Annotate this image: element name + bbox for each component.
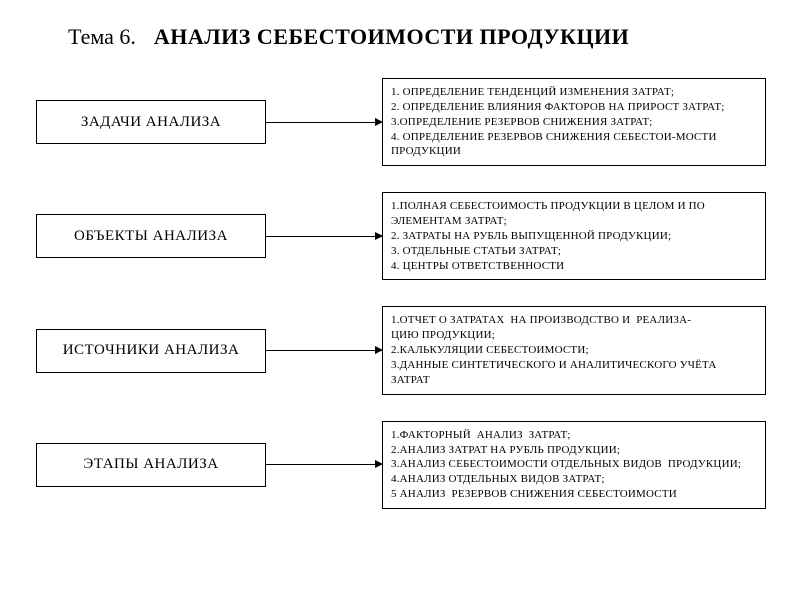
diagram-rows: ЗАДАЧИ АНАЛИЗА 1. ОПРЕДЕЛЕНИЕ ТЕНДЕНЦИЙ … (36, 78, 768, 509)
row-objects: ОБЪЕКТЫ АНАЛИЗА 1.ПОЛНАЯ СЕБЕСТОИМОСТЬ П… (36, 192, 768, 280)
title-prefix: Тема 6. (68, 24, 136, 50)
list-item: 3.АНАЛИЗ СЕБЕСТОИМОСТИ ОТДЕЛЬНЫХ ВИДОВ П… (391, 457, 757, 472)
list-item: 2.КАЛЬКУЛЯЦИИ СЕБЕСТОИМОСТИ; (391, 343, 757, 358)
list-item: 1.ПОЛНАЯ СЕБЕСТОИМОСТЬ ПРОДУКЦИИ В ЦЕЛОМ… (391, 199, 757, 229)
list-item: 2. ОПРЕДЕЛЕНИЕ ВЛИЯНИЯ ФАКТОРОВ НА ПРИРО… (391, 100, 757, 115)
arrow-icon (266, 464, 382, 465)
row-tasks: ЗАДАЧИ АНАЛИЗА 1. ОПРЕДЕЛЕНИЕ ТЕНДЕНЦИЙ … (36, 78, 768, 166)
list-item: 2. ЗАТРАТЫ НА РУБЛЬ ВЫПУЩЕННОЙ ПРОДУКЦИИ… (391, 229, 757, 244)
list-item: 3.ОПРЕДЕЛЕНИЕ РЕЗЕРВОВ СНИЖЕНИЯ ЗАТРАТ; (391, 115, 757, 130)
list-item: 4. ЦЕНТРЫ ОТВЕТСТВЕННОСТИ (391, 259, 757, 274)
left-box-tasks: ЗАДАЧИ АНАЛИЗА (36, 100, 266, 144)
list-item: 1. ОПРЕДЕЛЕНИЕ ТЕНДЕНЦИЙ ИЗМЕНЕНИЯ ЗАТРА… (391, 85, 757, 100)
page-title-row: Тема 6. АНАЛИЗ СЕБЕСТОИМОСТИ ПРОДУКЦИИ (68, 24, 768, 50)
list-item: ЦИЮ ПРОДУКЦИИ; (391, 328, 757, 343)
list-item: 2.АНАЛИЗ ЗАТРАТ НА РУБЛЬ ПРОДУКЦИИ; (391, 443, 757, 458)
left-box-stages: ЭТАПЫ АНАЛИЗА (36, 443, 266, 487)
list-item: 5 АНАЛИЗ РЕЗЕРВОВ СНИЖЕНИЯ СЕБЕСТОИМОСТИ (391, 487, 757, 502)
list-item: 4. ОПРЕДЕЛЕНИЕ РЕЗЕРВОВ СНИЖЕНИЯ СЕБЕСТО… (391, 130, 757, 160)
list-item: 4.АНАЛИЗ ОТДЕЛЬНЫХ ВИДОВ ЗАТРАТ; (391, 472, 757, 487)
row-sources: ИСТОЧНИКИ АНАЛИЗА 1.ОТЧЕТ О ЗАТРАТАХ НА … (36, 306, 768, 394)
list-item: 3.ДАННЫЕ СИНТЕТИЧЕСКОГО И АНАЛИТИЧЕСКОГО… (391, 358, 757, 388)
arrow-icon (266, 122, 382, 123)
row-stages: ЭТАПЫ АНАЛИЗА 1.ФАКТОРНЫЙ АНАЛИЗ ЗАТРАТ;… (36, 421, 768, 509)
right-box-tasks: 1. ОПРЕДЕЛЕНИЕ ТЕНДЕНЦИЙ ИЗМЕНЕНИЯ ЗАТРА… (382, 78, 766, 166)
arrow-icon (266, 350, 382, 351)
left-box-objects: ОБЪЕКТЫ АНАЛИЗА (36, 214, 266, 258)
list-item: 3. ОТДЕЛЬНЫЕ СТАТЬИ ЗАТРАТ; (391, 244, 757, 259)
list-item: 1.ФАКТОРНЫЙ АНАЛИЗ ЗАТРАТ; (391, 428, 757, 443)
right-box-stages: 1.ФАКТОРНЫЙ АНАЛИЗ ЗАТРАТ; 2.АНАЛИЗ ЗАТР… (382, 421, 766, 509)
right-box-sources: 1.ОТЧЕТ О ЗАТРАТАХ НА ПРОИЗВОДСТВО И РЕА… (382, 306, 766, 394)
list-item: 1.ОТЧЕТ О ЗАТРАТАХ НА ПРОИЗВОДСТВО И РЕА… (391, 313, 757, 328)
title-main: АНАЛИЗ СЕБЕСТОИМОСТИ ПРОДУКЦИИ (154, 24, 629, 50)
left-box-sources: ИСТОЧНИКИ АНАЛИЗА (36, 329, 266, 373)
arrow-icon (266, 236, 382, 237)
right-box-objects: 1.ПОЛНАЯ СЕБЕСТОИМОСТЬ ПРОДУКЦИИ В ЦЕЛОМ… (382, 192, 766, 280)
